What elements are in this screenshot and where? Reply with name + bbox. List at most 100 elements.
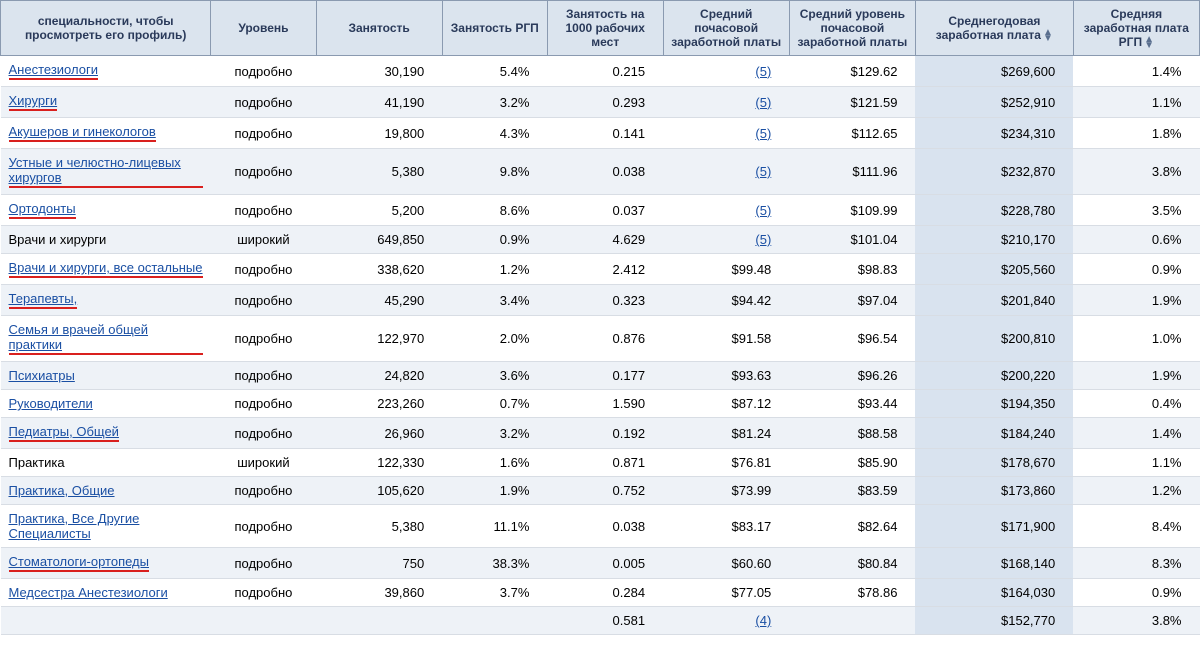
level-cell: широкий [211, 226, 316, 254]
hourly-level-cell: $96.54 [789, 316, 915, 362]
per-1000-cell: 0.876 [547, 316, 663, 362]
hourly-level-cell: $82.64 [789, 505, 915, 548]
col-header-annual-rgp[interactable]: Средняя заработная плата РГП▲▼ [1073, 1, 1199, 56]
employment-cell: 45,290 [316, 285, 442, 316]
occupation-name-cell[interactable]: Ортодонты [1, 195, 211, 226]
hourly-wage-cell[interactable]: (5) [663, 149, 789, 195]
annual-wage-cell: $173,860 [915, 477, 1073, 505]
occupation-name-cell[interactable]: Устные и челюстно-лицевых хирургов [1, 149, 211, 195]
col-header-name[interactable]: специальности, чтобы просмотреть его про… [1, 1, 211, 56]
hourly-wage-cell[interactable]: (5) [663, 226, 789, 254]
hourly-level-cell [789, 607, 915, 635]
occupation-name-cell[interactable]: Стоматологи-ортопеды [1, 548, 211, 579]
table-row: Акушеров и гинекологовподробно19,8004.3%… [1, 118, 1200, 149]
annual-rgp-cell: 1.1% [1073, 449, 1199, 477]
table-row: Устные и челюстно-лицевых хирурговподроб… [1, 149, 1200, 195]
annual-rgp-cell: 1.0% [1073, 316, 1199, 362]
hourly-level-cell: $93.44 [789, 390, 915, 418]
employment-rgp-cell: 3.6% [442, 362, 547, 390]
annual-wage-cell: $228,780 [915, 195, 1073, 226]
hourly-level-cell: $96.26 [789, 362, 915, 390]
employment-cell: 5,380 [316, 505, 442, 548]
table-row: Педиатры, Общейподробно26,9603.2%0.192$8… [1, 418, 1200, 449]
employment-cell: 24,820 [316, 362, 442, 390]
col-header-hourly-level[interactable]: Средний уровень почасовой заработной пла… [789, 1, 915, 56]
level-cell: подробно [211, 477, 316, 505]
hourly-wage-cell[interactable]: (5) [663, 118, 789, 149]
level-cell: подробно [211, 149, 316, 195]
hourly-wage-cell[interactable]: (5) [663, 87, 789, 118]
occupation-name-cell[interactable]: Медсестра Анестезиологи [1, 579, 211, 607]
employment-cell: 30,190 [316, 56, 442, 87]
annual-rgp-cell: 1.4% [1073, 418, 1199, 449]
occupation-name-cell[interactable]: Руководители [1, 390, 211, 418]
hourly-wage-cell[interactable]: (5) [663, 195, 789, 226]
annual-wage-cell: $178,670 [915, 449, 1073, 477]
per-1000-cell: 0.215 [547, 56, 663, 87]
col-header-employment[interactable]: Занятость [316, 1, 442, 56]
level-cell: широкий [211, 449, 316, 477]
annual-wage-cell: $184,240 [915, 418, 1073, 449]
annual-wage-cell: $152,770 [915, 607, 1073, 635]
per-1000-cell: 0.323 [547, 285, 663, 316]
occupation-name-cell[interactable]: Семья и врачей общей практики [1, 316, 211, 362]
hourly-wage-cell[interactable]: (4) [663, 607, 789, 635]
level-cell: подробно [211, 285, 316, 316]
level-cell: подробно [211, 362, 316, 390]
per-1000-cell: 0.192 [547, 418, 663, 449]
occupation-name-cell: Практика [1, 449, 211, 477]
annual-rgp-cell: 3.5% [1073, 195, 1199, 226]
hourly-level-cell: $121.59 [789, 87, 915, 118]
level-cell: подробно [211, 316, 316, 362]
annual-rgp-cell: 3.8% [1073, 149, 1199, 195]
annual-rgp-cell: 1.2% [1073, 477, 1199, 505]
annual-wage-cell: $168,140 [915, 548, 1073, 579]
col-header-employment-rgp[interactable]: Занятость РГП [442, 1, 547, 56]
col-header-per-1000[interactable]: Занятость на 1000 рабочих мест [547, 1, 663, 56]
occupation-name-cell[interactable]: Терапевты, [1, 285, 211, 316]
hourly-wage-cell: $83.17 [663, 505, 789, 548]
annual-rgp-cell: 1.9% [1073, 285, 1199, 316]
occupation-name-cell[interactable]: Психиатры [1, 362, 211, 390]
annual-wage-cell: $200,810 [915, 316, 1073, 362]
annual-rgp-cell: 1.8% [1073, 118, 1199, 149]
employment-rgp-cell: 1.9% [442, 477, 547, 505]
hourly-level-cell: $98.83 [789, 254, 915, 285]
hourly-level-cell: $129.62 [789, 56, 915, 87]
sort-icon[interactable]: ▲▼ [1043, 30, 1053, 42]
occupation-name-cell[interactable]: Хирурги [1, 87, 211, 118]
col-header-level[interactable]: Уровень [211, 1, 316, 56]
occupation-name-cell[interactable]: Врачи и хирурги, все остальные [1, 254, 211, 285]
occupation-name-cell[interactable]: Практика, Общие [1, 477, 211, 505]
table-row: Психиатрыподробно24,8203.6%0.177$93.63$9… [1, 362, 1200, 390]
col-header-hourly-wage[interactable]: Средний почасовой заработной платы [663, 1, 789, 56]
annual-wage-cell: $201,840 [915, 285, 1073, 316]
occupation-name-cell[interactable]: Практика, Все Другие Специалисты [1, 505, 211, 548]
col-header-annual-wage[interactable]: Среднегодовая заработная плата▲▼ [915, 1, 1073, 56]
employment-cell: 5,380 [316, 149, 442, 195]
level-cell: подробно [211, 505, 316, 548]
hourly-wage-cell: $91.58 [663, 316, 789, 362]
annual-rgp-cell: 3.8% [1073, 607, 1199, 635]
occupation-name-cell[interactable]: Акушеров и гинекологов [1, 118, 211, 149]
per-1000-cell: 0.284 [547, 579, 663, 607]
occupation-name-cell[interactable]: Педиатры, Общей [1, 418, 211, 449]
table-row: Руководителиподробно223,2600.7%1.590$87.… [1, 390, 1200, 418]
employment-cell: 122,970 [316, 316, 442, 362]
hourly-wage-cell[interactable]: (5) [663, 56, 789, 87]
table-row: Терапевты,подробно45,2903.4%0.323$94.42$… [1, 285, 1200, 316]
table-row: Стоматологи-ортопедыподробно75038.3%0.00… [1, 548, 1200, 579]
per-1000-cell: 0.038 [547, 505, 663, 548]
hourly-level-cell: $85.90 [789, 449, 915, 477]
table-row: Семья и врачей общей практикиподробно122… [1, 316, 1200, 362]
sort-icon[interactable]: ▲▼ [1144, 37, 1154, 49]
level-cell: подробно [211, 56, 316, 87]
per-1000-cell: 0.177 [547, 362, 663, 390]
employment-rgp-cell: 11.1% [442, 505, 547, 548]
employment-cell: 26,960 [316, 418, 442, 449]
per-1000-cell: 0.871 [547, 449, 663, 477]
annual-wage-cell: $205,560 [915, 254, 1073, 285]
occupation-name-cell[interactable] [1, 607, 211, 635]
table-row: Хирургиподробно41,1903.2%0.293(5)$121.59… [1, 87, 1200, 118]
occupation-name-cell[interactable]: Анестезиологи [1, 56, 211, 87]
